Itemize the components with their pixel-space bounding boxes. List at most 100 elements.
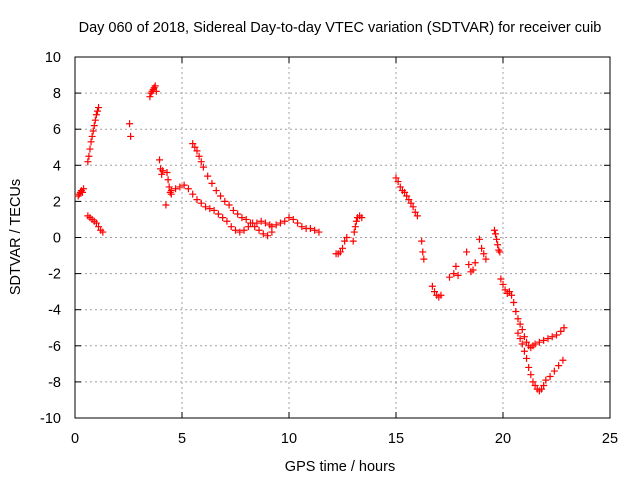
grid-lines	[75, 57, 610, 418]
y-tick-label: 6	[53, 122, 61, 138]
y-tick-label: -10	[40, 411, 61, 427]
data-point	[162, 201, 170, 209]
data-point	[191, 143, 199, 151]
data-point	[358, 214, 366, 222]
data-point	[89, 127, 97, 135]
data-point	[403, 192, 411, 200]
data-point	[189, 140, 197, 148]
data-point	[349, 237, 357, 245]
series-segment-s6	[156, 156, 167, 178]
data-point	[165, 183, 173, 191]
data-point	[172, 185, 180, 193]
data-point	[405, 196, 413, 204]
data-point	[298, 223, 306, 231]
data-point	[557, 327, 565, 335]
data-point	[540, 382, 548, 390]
data-point	[306, 224, 314, 232]
data-point	[272, 221, 280, 229]
x-tick-label: 20	[495, 431, 511, 447]
data-point	[520, 333, 528, 341]
data-points	[74, 82, 568, 395]
data-point	[336, 248, 344, 256]
data-point	[351, 223, 359, 231]
data-point	[206, 205, 214, 213]
axis-ticks	[74, 56, 611, 419]
series-segment-s4	[126, 120, 135, 140]
data-point	[350, 228, 358, 236]
series-segment-s12	[349, 212, 366, 245]
data-point	[176, 183, 184, 191]
series-segment-s11	[332, 234, 351, 258]
data-point	[219, 214, 227, 222]
data-point	[505, 288, 513, 296]
data-point	[85, 152, 93, 160]
data-point	[238, 214, 246, 222]
data-point	[544, 335, 552, 343]
data-point	[510, 298, 518, 306]
data-point	[234, 210, 242, 218]
data-point	[311, 226, 319, 234]
data-point	[95, 104, 103, 112]
data-point	[184, 185, 192, 193]
data-point	[289, 215, 297, 223]
data-point	[419, 248, 427, 256]
data-point	[156, 156, 164, 164]
data-point	[90, 122, 98, 130]
data-point	[450, 270, 458, 278]
data-point	[95, 223, 103, 231]
series-segment-s20	[497, 275, 537, 352]
data-point	[229, 206, 237, 214]
data-point	[225, 201, 233, 209]
data-point	[251, 223, 259, 231]
data-point	[208, 179, 216, 187]
data-point	[493, 235, 501, 243]
data-point	[197, 158, 205, 166]
data-point	[259, 230, 267, 238]
data-point	[490, 226, 498, 234]
data-point	[86, 145, 94, 153]
data-point	[151, 82, 159, 90]
data-point	[494, 241, 502, 249]
data-point	[550, 367, 558, 375]
series-segment-s22	[531, 324, 568, 348]
data-point	[512, 308, 520, 316]
data-point	[514, 329, 522, 337]
data-point	[516, 335, 524, 343]
data-point	[339, 244, 346, 252]
x-tick-labels: 0 5 10 15 20 25	[71, 431, 618, 447]
data-point	[93, 107, 101, 115]
data-point	[294, 219, 302, 227]
data-point	[518, 326, 526, 334]
data-point	[146, 93, 154, 101]
data-point	[255, 226, 263, 234]
data-point	[99, 228, 107, 236]
data-point	[92, 111, 100, 119]
data-point	[244, 223, 252, 231]
y-tick-label: 2	[53, 194, 61, 210]
data-point	[92, 219, 100, 227]
y-tick-label: 8	[53, 86, 61, 102]
x-axis-label: GPS time / hours	[285, 459, 395, 475]
data-point	[180, 181, 188, 189]
data-point	[478, 244, 486, 252]
data-point	[555, 362, 563, 370]
data-point	[413, 212, 421, 220]
data-point	[195, 152, 203, 160]
data-point	[197, 199, 205, 207]
data-point	[78, 188, 86, 196]
data-point	[167, 187, 175, 195]
data-point	[210, 206, 218, 214]
y-tick-label: 4	[53, 158, 61, 174]
y-axis-label: SDTVAR / TECUs	[8, 179, 24, 295]
data-point	[242, 215, 250, 223]
data-point	[392, 174, 400, 182]
data-point	[531, 382, 539, 390]
y-tick-label: -4	[48, 303, 61, 319]
data-point	[471, 259, 479, 267]
data-point	[496, 248, 504, 256]
series-segment-s16	[446, 262, 462, 281]
data-point	[523, 338, 531, 346]
data-point	[514, 315, 522, 323]
data-point	[465, 261, 473, 269]
data-point	[548, 333, 556, 341]
